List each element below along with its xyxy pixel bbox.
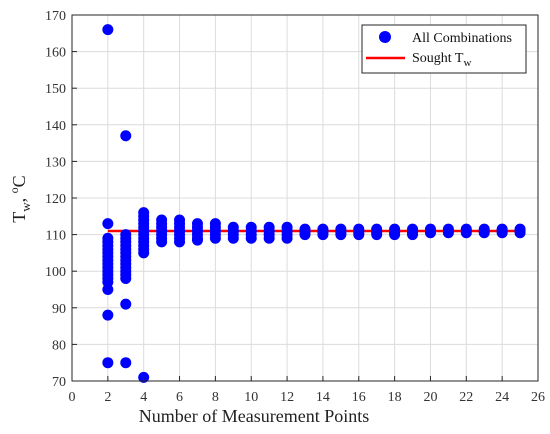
y-tick-label: 80 [52,338,66,353]
x-tick-label: 10 [244,390,258,405]
data-point [478,227,490,239]
y-tick-label: 70 [52,375,66,390]
data-point [102,218,114,230]
data-point [496,227,508,239]
y-axis-label: Tw, oC [7,175,33,222]
data-point [389,229,401,241]
y-tick-label: 160 [45,46,66,61]
data-point [407,229,419,241]
legend: All Combinations Sought Tw [361,24,527,74]
data-point [442,227,454,239]
data-point [371,229,383,241]
x-tick-label: 8 [212,390,219,405]
y-tick-label: 130 [45,155,66,170]
y-axis-label-superscript: o [7,187,21,193]
data-point [102,284,114,295]
data-point [102,24,114,36]
data-point [245,232,257,244]
data-point [263,232,275,244]
data-point [227,232,239,244]
legend-label-sought-tw-text: Sought T [412,51,464,66]
x-axis-ticks: 0 2 4 6 8 10 12 14 16 18 20 22 24 26 [69,376,545,405]
data-point [102,357,114,369]
x-tick-label: 26 [531,390,545,405]
x-axis-label: Number of Measurement Points [139,406,369,426]
y-axis-label-separator: , [9,193,29,202]
data-point [460,227,472,239]
x-tick-label: 20 [423,390,437,405]
y-tick-label: 120 [45,192,66,207]
data-point [120,357,132,369]
data-point [120,298,132,310]
y-tick-label: 140 [45,119,66,134]
x-tick-label: 22 [459,390,473,405]
legend-marker-all-combinations [379,31,391,43]
data-point [281,232,293,244]
y-axis-label-symbol: T [9,212,29,223]
data-point [353,229,365,241]
x-tick-label: 2 [104,390,111,405]
y-axis-label-unit: C [9,175,29,187]
data-point [424,227,436,239]
y-tick-label: 170 [45,9,66,24]
x-tick-label: 12 [280,390,294,405]
data-point [191,234,203,246]
data-point [138,247,150,259]
data-point [335,229,347,241]
data-point [317,229,329,241]
legend-label-all-combinations: All Combinations [412,31,512,46]
x-tick-label: 24 [495,390,509,405]
y-axis-label-subscript: w [18,202,33,212]
y-axis-ticks: 70 80 90 100 110 120 130 140 150 160 170 [45,9,77,390]
data-point [514,227,526,239]
x-tick-label: 18 [388,390,402,405]
data-point [174,236,186,248]
x-tick-label: 4 [140,390,147,405]
y-tick-label: 150 [45,82,66,97]
x-tick-label: 16 [352,390,366,405]
legend-label-sought-tw-subscript: w [463,57,471,69]
x-tick-label: 14 [316,390,330,405]
data-point [209,232,221,244]
y-tick-label: 90 [52,302,66,317]
data-point [102,309,114,321]
y-tick-label: 110 [46,229,66,244]
data-point [120,273,132,285]
y-tick-label: 100 [45,265,66,280]
x-tick-label: 6 [176,390,183,405]
data-point [299,229,311,241]
data-point [156,236,168,248]
data-point [120,130,132,142]
x-tick-label: 0 [69,390,76,405]
legend-label-sought-tw: Sought Tw [412,51,471,69]
all-combinations-series [102,24,526,383]
